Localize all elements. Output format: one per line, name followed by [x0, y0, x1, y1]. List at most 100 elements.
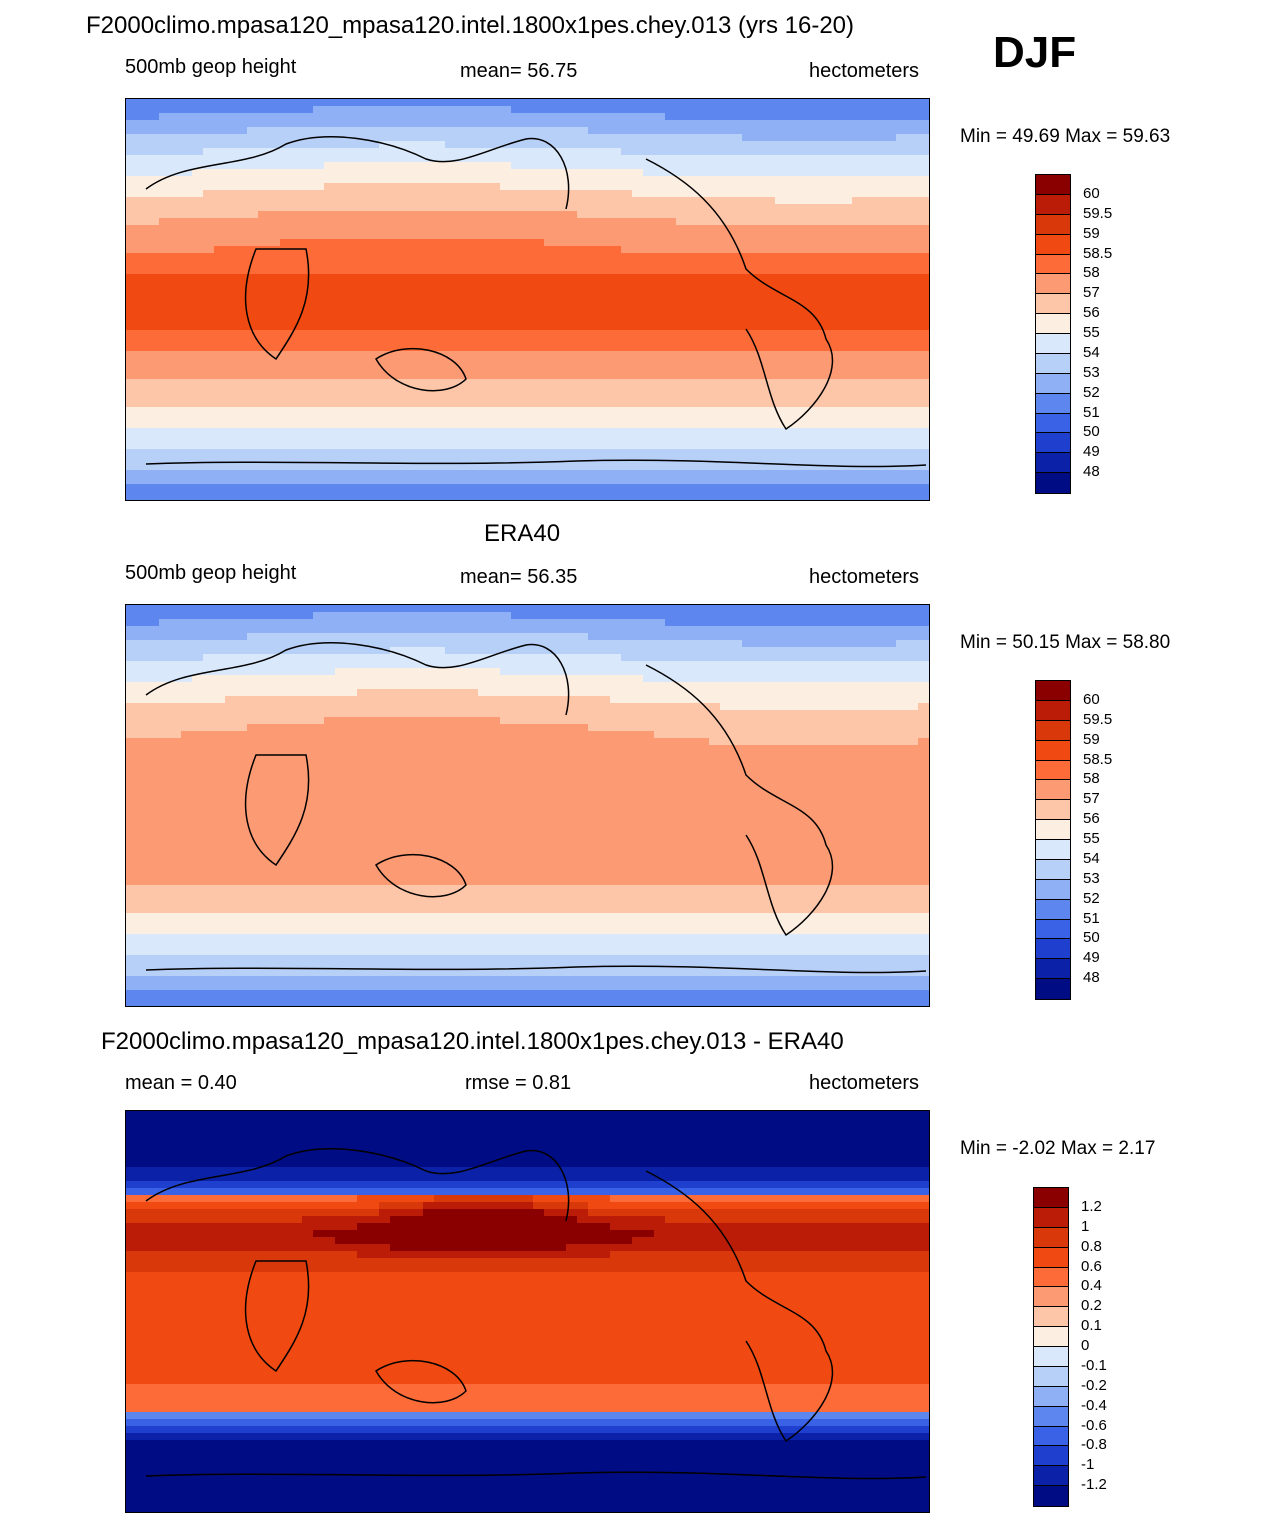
field-cell: [643, 316, 655, 324]
field-cell: [907, 661, 919, 669]
field-cell: [841, 295, 853, 303]
field-cell: [841, 176, 853, 184]
field-cell: [313, 267, 325, 275]
field-cell: [181, 225, 193, 233]
field-cell: [621, 421, 633, 429]
field-cell: [302, 309, 314, 317]
field-cell: [786, 372, 798, 380]
field-cell: [445, 386, 457, 394]
field-cell: [852, 197, 864, 205]
field-cell: [170, 358, 182, 366]
field-cell: [610, 612, 622, 620]
field-cell: [467, 647, 479, 655]
field-cell: [885, 267, 897, 275]
field-cell: [599, 668, 611, 676]
field-cell: [203, 190, 215, 198]
field-cell: [896, 134, 908, 142]
field-cell: [522, 99, 534, 107]
field-cell: [291, 274, 303, 282]
field-cell: [159, 605, 171, 613]
field-cell: [874, 605, 886, 613]
field-cell: [346, 407, 358, 415]
field-cell: [533, 435, 545, 443]
field-cell: [588, 267, 600, 275]
field-cell: [687, 661, 699, 669]
field-cell: [731, 365, 743, 373]
field-cell: [544, 372, 556, 380]
field-cell: [379, 211, 391, 219]
field-cell: [368, 99, 380, 107]
field-cell: [687, 288, 699, 296]
field-cell: [874, 281, 886, 289]
field-cell: [830, 134, 842, 142]
field-cell: [830, 477, 842, 485]
field-cell: [247, 267, 259, 275]
field-cell: [742, 626, 754, 634]
field-cell: [467, 155, 479, 163]
field-cell: [324, 498, 336, 500]
field-cell: [632, 498, 644, 500]
field-cell: [621, 148, 633, 156]
field-cell: [896, 661, 908, 669]
field-cell: [775, 668, 787, 676]
field-cell: [357, 113, 369, 121]
field-cell: [588, 491, 600, 499]
field-cell: [588, 372, 600, 380]
field-cell: [632, 134, 644, 142]
field-cell: [544, 435, 556, 443]
field-cell: [599, 330, 611, 338]
field-cell: [753, 309, 765, 317]
field-cell: [478, 484, 490, 492]
field-cell: [533, 640, 545, 648]
field-cell: [896, 386, 908, 394]
field-cell: [676, 190, 688, 198]
field-cell: [588, 358, 600, 366]
field-cell: [401, 120, 413, 128]
field-cell: [632, 351, 644, 359]
colorbar-box: [1036, 453, 1070, 474]
field-cell: [731, 260, 743, 268]
field-cell: [467, 323, 479, 331]
field-cell: [269, 155, 281, 163]
field-cell: [269, 633, 281, 641]
field-cell: [555, 661, 567, 669]
field-cell: [819, 281, 831, 289]
field-cell: [764, 246, 776, 254]
field-cell: [500, 281, 512, 289]
field-cell: [192, 470, 204, 478]
field-cell: [313, 148, 325, 156]
field-cell: [280, 155, 292, 163]
field-cell: [874, 302, 886, 310]
field-cell: [247, 386, 259, 394]
field-cell: [500, 225, 512, 233]
field-cell: [379, 288, 391, 296]
field-cell: [918, 232, 929, 240]
field-cell: [489, 225, 501, 233]
field-cell: [786, 463, 798, 471]
field-cell: [676, 197, 688, 205]
field-cell: [214, 428, 226, 436]
field-cell: [335, 358, 347, 366]
field-cell: [896, 647, 908, 655]
field-cell: [621, 435, 633, 443]
field-cell: [786, 232, 798, 240]
field-cell: [830, 661, 842, 669]
field-cell: [225, 134, 237, 142]
field-cell: [423, 253, 435, 261]
field-cell: [126, 176, 138, 184]
field-cell: [126, 647, 138, 655]
field-cell: [918, 393, 929, 401]
field-cell: [621, 633, 633, 641]
field-cell: [698, 400, 710, 408]
field-cell: [830, 127, 842, 135]
field-cell: [500, 619, 512, 627]
field-cell: [731, 197, 743, 205]
field-cell: [665, 414, 677, 422]
field-cell: [599, 407, 611, 415]
field-cell: [357, 120, 369, 128]
field-cell: [302, 605, 314, 613]
field-cell: [610, 470, 622, 478]
field-cell: [885, 605, 897, 613]
field-cell: [797, 358, 809, 366]
field-cell: [203, 612, 215, 620]
